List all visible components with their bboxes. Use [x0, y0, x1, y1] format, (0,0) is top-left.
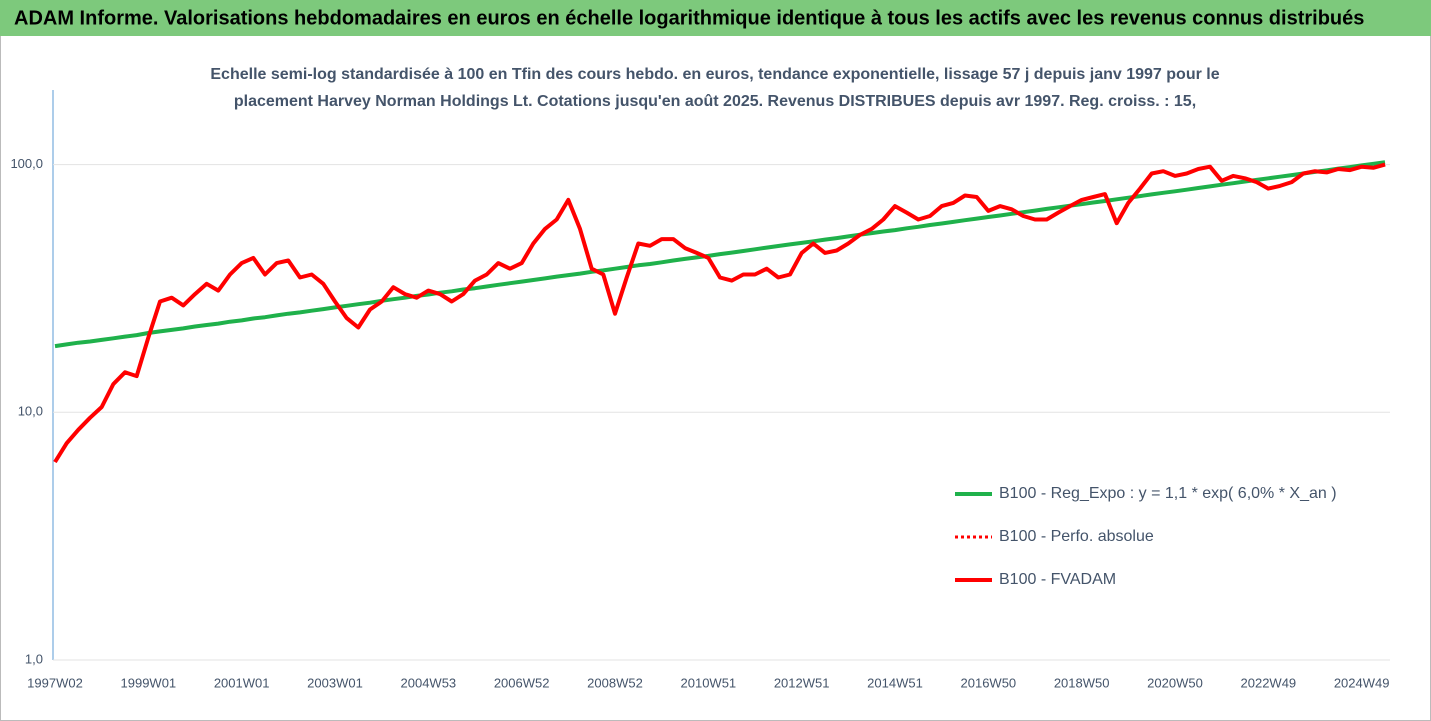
y-tick-label: 100,0	[10, 156, 43, 171]
x-tick-label: 2004W53	[401, 675, 457, 690]
x-tick-label: 2014W51	[867, 675, 923, 690]
x-tick-label: 2006W52	[494, 675, 550, 690]
x-tick-label: 2018W50	[1054, 675, 1110, 690]
chart-subtitle: Echelle semi-log standardisée à 100 en T…	[210, 66, 1219, 83]
legend-label: B100 - Perfo. absolue	[999, 528, 1154, 545]
x-tick-label: 2024W49	[1334, 675, 1390, 690]
y-tick-label: 10,0	[18, 404, 43, 419]
title-bar	[0, 0, 1431, 36]
x-tick-label: 2020W50	[1147, 675, 1203, 690]
x-tick-label: 2008W52	[587, 675, 643, 690]
chart-title: ADAM Informe. Valorisations hebdomadaire…	[14, 7, 1364, 29]
x-tick-label: 2022W49	[1241, 675, 1297, 690]
series-line	[53, 162, 1386, 464]
legend-label: B100 - Reg_Expo : y = 1,1 * exp( 6,0% * …	[999, 485, 1337, 502]
x-tick-label: 2010W51	[681, 675, 737, 690]
series-line	[54, 160, 1386, 349]
x-tick-label: 2012W51	[774, 675, 830, 690]
x-tick-label: 2016W50	[961, 675, 1017, 690]
legend-label: B100 - FVADAM	[999, 571, 1116, 588]
x-tick-label: 2001W01	[214, 675, 270, 690]
chart-subtitle: placement Harvey Norman Holdings Lt. Cot…	[234, 93, 1196, 110]
y-tick-label: 1,0	[25, 651, 43, 666]
x-tick-label: 2003W01	[307, 675, 363, 690]
x-tick-label: 1999W01	[121, 675, 177, 690]
x-tick-label: 1997W02	[27, 675, 83, 690]
